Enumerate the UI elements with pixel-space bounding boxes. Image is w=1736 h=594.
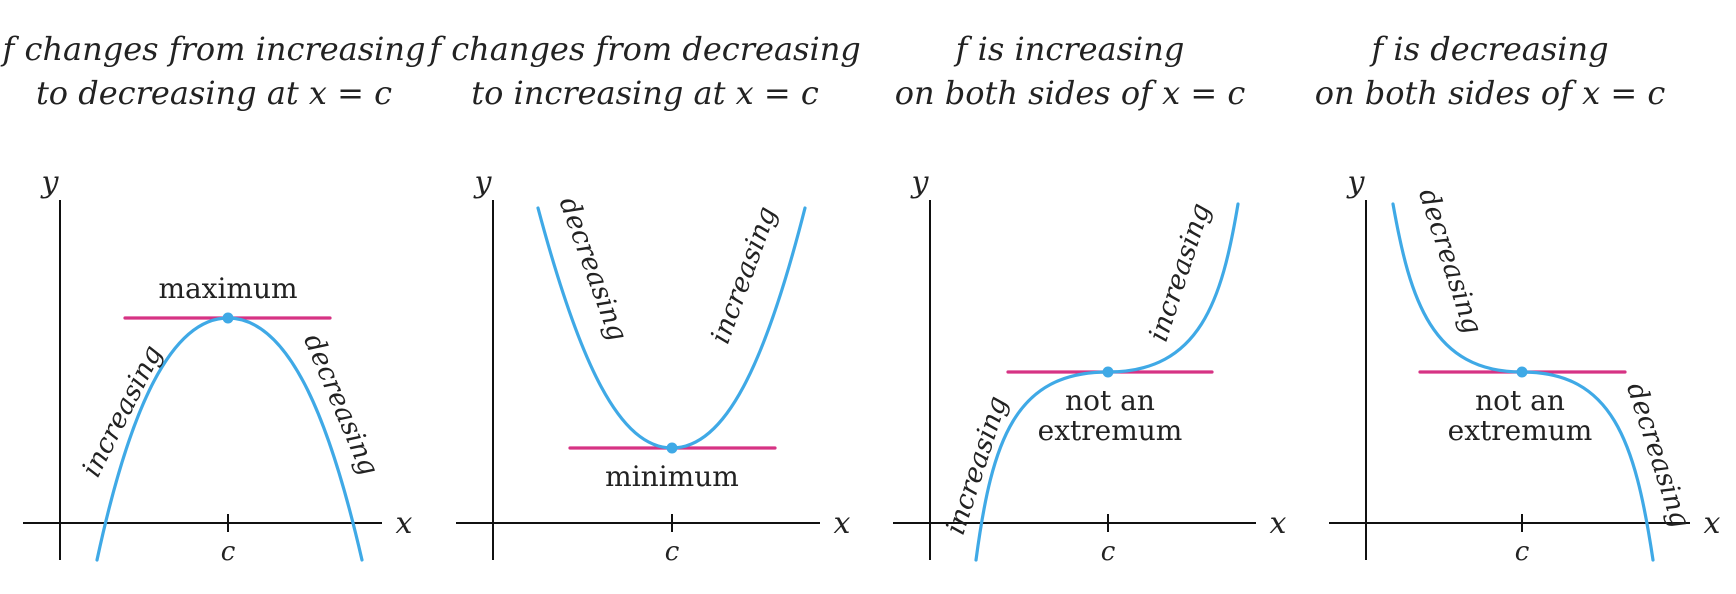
panel-title-line-2: on both sides of x = c (1315, 74, 1666, 112)
y-axis-label: y (1346, 165, 1366, 200)
panel-title-line-1: f is decreasing (1369, 30, 1608, 68)
panel-dec: f is decreasing on both sides of x = c y x c… (1315, 30, 1721, 567)
panel-title-line-2: on both sides of x = c (895, 74, 1246, 112)
point-label-line-1: not an (1065, 384, 1155, 417)
point-label-line-1: not an (1475, 384, 1565, 417)
critical-point (1102, 366, 1114, 378)
panel-min: f changes from decreasing to increasing a… (427, 30, 861, 567)
y-axis-label: y (40, 165, 60, 200)
panel-title-line-2: to decreasing at x = c (36, 74, 392, 112)
critical-point (666, 442, 678, 454)
panel-title-line-1: f changes from increasing (1, 30, 426, 68)
curve-label-left: decreasing (553, 193, 634, 345)
x-axis-label: x (396, 506, 413, 541)
function-curve (1391, 202, 1655, 562)
c-tick-label: c (665, 537, 680, 567)
curve-label-left: increasing (940, 392, 1014, 538)
c-tick-label: c (221, 537, 236, 567)
critical-point (222, 312, 234, 324)
y-axis-label: y (473, 165, 493, 200)
point-label-line-1: minimum (605, 460, 739, 493)
point-label-line-2: extremum (1448, 414, 1593, 447)
panel-title-line-2: to increasing at x = c (471, 74, 819, 112)
panel-inc: f is increasing on both sides of x = c y x c… (893, 30, 1287, 567)
c-tick-label: c (1515, 537, 1530, 567)
x-axis-label: x (1270, 506, 1287, 541)
c-tick-label: c (1101, 537, 1116, 567)
panel-max: f changes from increasing to decreasing a… (1, 30, 426, 567)
point-label-line-2: extremum (1038, 414, 1183, 447)
panel-title-line-1: f changes from decreasing (427, 30, 861, 68)
y-axis-label: y (910, 165, 930, 200)
point-label-line-1: maximum (158, 272, 297, 305)
curve-label-right: decreasing (297, 329, 384, 480)
x-axis-label: x (1704, 506, 1721, 541)
critical-point (1516, 366, 1528, 378)
x-axis-label: x (834, 506, 851, 541)
curve-label-right: increasing (1143, 199, 1217, 345)
panel-title-line-1: f is increasing (954, 30, 1185, 68)
